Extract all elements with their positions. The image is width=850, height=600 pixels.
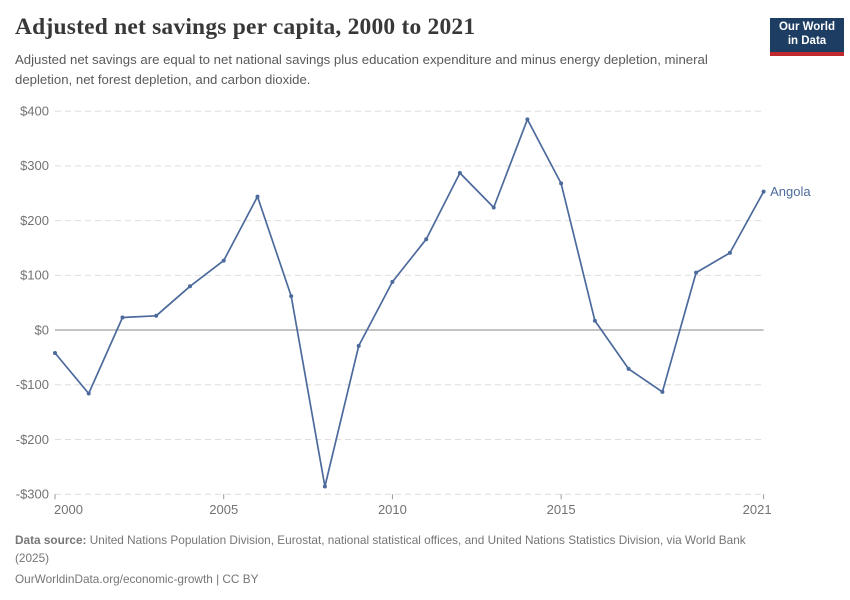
data-point	[322, 484, 327, 489]
data-point	[694, 270, 699, 275]
y-axis-tick-label: $200	[20, 213, 49, 228]
data-point	[356, 343, 361, 348]
owid-logo-box: Our World in Data	[770, 18, 844, 52]
series-end-label[interactable]: Angola	[770, 184, 811, 199]
data-point	[727, 250, 732, 255]
citation-link[interactable]: OurWorldinData.org/economic-growth | CC …	[15, 572, 259, 587]
y-axis-tick-label: $300	[20, 158, 49, 173]
owid-logo-line2: in Data	[787, 34, 827, 47]
data-point	[761, 189, 766, 194]
data-point	[525, 117, 530, 122]
chart-canvas: $400 $300 $200 $100 $0 -$100 -$200 -$300 2000 200…	[16, 104, 812, 518]
data-point	[289, 294, 294, 299]
y-axis-tick-label: -$200	[16, 432, 49, 447]
data-point	[457, 171, 462, 175]
data-point	[660, 389, 665, 394]
data-source-label: Data source:	[15, 533, 87, 547]
data-point	[626, 366, 631, 371]
data-point	[559, 181, 564, 186]
y-axis-tick-label: $0	[35, 322, 49, 337]
data-point	[120, 315, 125, 320]
y-axis-tick-label: $100	[20, 268, 49, 283]
chart-subtitle: Adjusted net savings are equal to net na…	[15, 52, 708, 87]
chart-footer: Data source: United Nations Population D…	[15, 532, 835, 589]
data-source-text: United Nations Population Division, Euro…	[86, 533, 746, 547]
x-axis-tick-label: 2005	[209, 502, 238, 517]
x-axis-tick-label: 2015	[547, 502, 576, 517]
x-axis-tick-label: 2010	[378, 502, 407, 517]
chart-area: $400 $300 $200 $100 $0 -$100 -$200 -$300 2000 200…	[0, 92, 850, 532]
data-point	[53, 351, 57, 355]
owid-logo-line1: Our World	[778, 21, 835, 33]
y-axis-tick-label: -$300	[16, 487, 49, 502]
x-axis-tick-label: 2021	[743, 502, 772, 517]
data-source-line: Data source: United Nations Population D…	[15, 532, 835, 550]
data-source-year: (2025)	[15, 550, 50, 565]
data-point	[592, 318, 597, 323]
y-axis-tick-label: -$100	[16, 377, 49, 392]
data-point	[86, 391, 91, 396]
y-axis-tick-label: $400	[20, 104, 49, 119]
page-title: Adjusted net savings per capita, 2000 to…	[15, 14, 476, 40]
data-point	[154, 313, 159, 318]
x-axis-tick-label: 2000	[54, 502, 83, 517]
chart-header: Adjusted net savings per capita, 2000 to…	[15, 14, 755, 89]
owid-logo-red-bar	[770, 52, 844, 56]
series-line	[54, 118, 765, 488]
data-point	[491, 205, 496, 210]
owid-logo[interactable]: Our World in Data	[770, 18, 844, 56]
data-point	[188, 284, 192, 289]
data-point	[221, 258, 226, 263]
data-point	[390, 279, 395, 284]
data-point	[255, 194, 260, 199]
data-point	[424, 237, 429, 242]
